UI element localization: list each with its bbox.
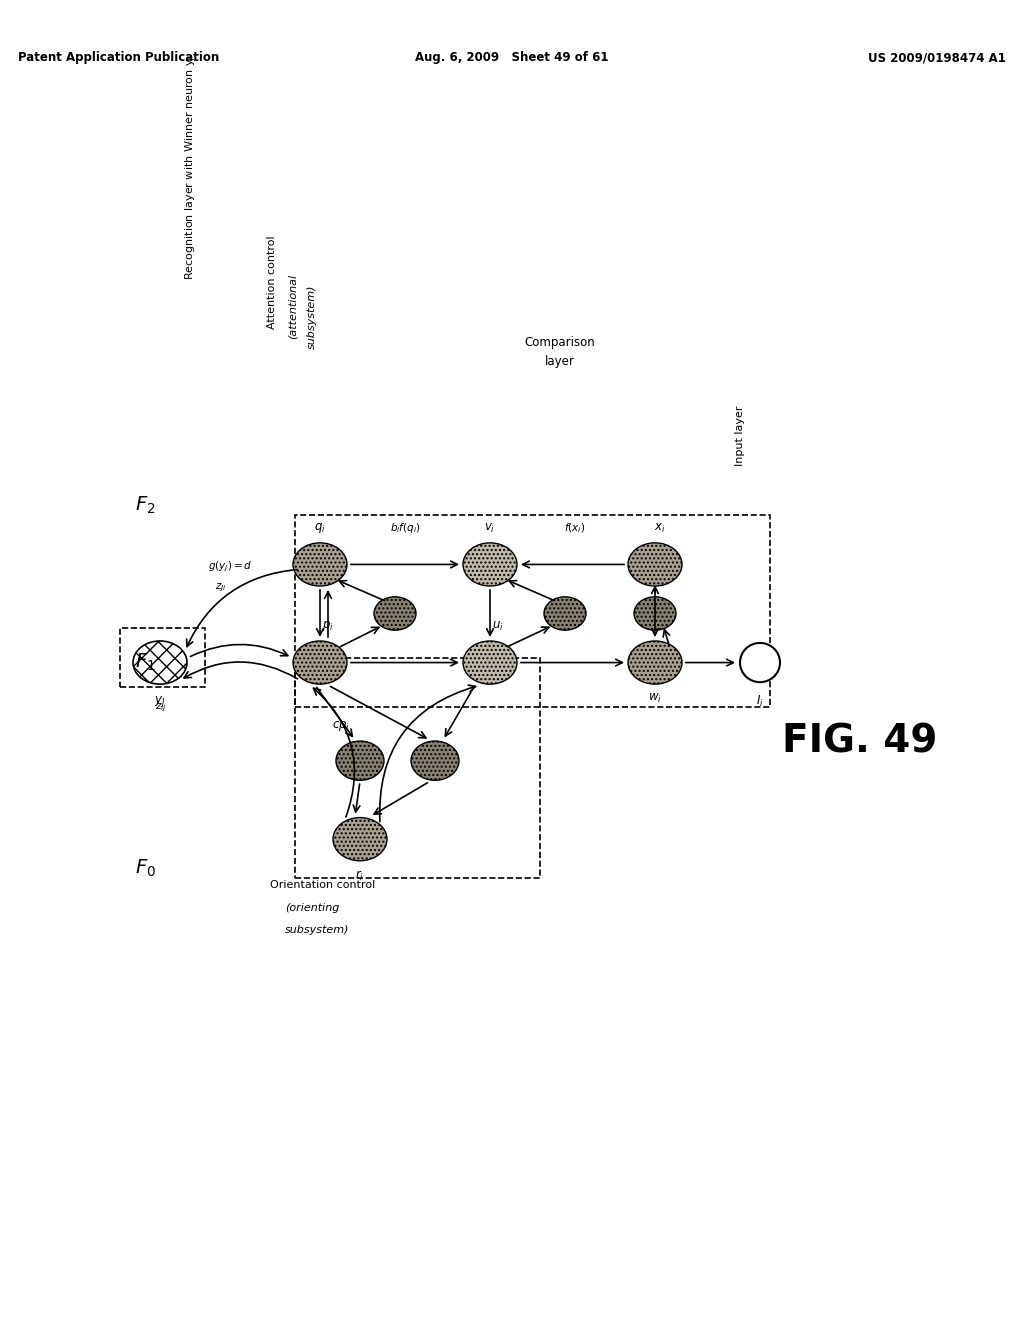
- Text: $F_1$: $F_1$: [135, 652, 156, 673]
- Text: (orienting: (orienting: [285, 903, 339, 913]
- Text: Attention control: Attention control: [267, 235, 278, 329]
- Text: $z_{ij}$: $z_{ij}$: [155, 702, 167, 714]
- Ellipse shape: [628, 642, 682, 684]
- Text: $I_i$: $I_i$: [756, 694, 764, 709]
- Text: $v_i$: $v_i$: [484, 521, 496, 535]
- Text: $x_i$: $x_i$: [654, 521, 666, 535]
- Ellipse shape: [463, 543, 517, 586]
- Ellipse shape: [336, 741, 384, 780]
- Ellipse shape: [374, 597, 416, 630]
- Ellipse shape: [411, 741, 459, 780]
- Text: FIG. 49: FIG. 49: [782, 722, 938, 760]
- Text: Recognition layer with Winner neuron y$_J$: Recognition layer with Winner neuron y$_…: [183, 55, 201, 280]
- Text: (attentional: (attentional: [288, 273, 298, 339]
- Ellipse shape: [463, 642, 517, 684]
- Text: $F_2$: $F_2$: [135, 495, 156, 516]
- Text: subsystem): subsystem): [307, 284, 317, 348]
- Ellipse shape: [133, 642, 187, 684]
- Ellipse shape: [333, 817, 387, 861]
- Circle shape: [740, 643, 780, 682]
- Text: Patent Application Publication: Patent Application Publication: [18, 51, 219, 65]
- Text: layer: layer: [545, 355, 574, 368]
- Ellipse shape: [634, 597, 676, 630]
- Text: Orientation control: Orientation control: [270, 880, 375, 891]
- Ellipse shape: [293, 543, 347, 586]
- Text: $u_i$: $u_i$: [493, 620, 504, 634]
- Text: $cp_i$: $cp_i$: [332, 719, 350, 733]
- Text: $p_i$: $p_i$: [323, 619, 334, 634]
- Text: US 2009/0198474 A1: US 2009/0198474 A1: [868, 51, 1006, 65]
- Text: $q_i$: $q_i$: [314, 521, 326, 535]
- Bar: [120, 628, 205, 688]
- Ellipse shape: [293, 642, 347, 684]
- Text: $w_i$: $w_i$: [648, 692, 662, 705]
- Text: $y_J$: $y_J$: [155, 694, 166, 709]
- Text: Input layer: Input layer: [735, 405, 745, 466]
- Text: $f(x_i)$: $f(x_i)$: [564, 521, 586, 535]
- Bar: [295, 515, 770, 706]
- Bar: [295, 657, 540, 878]
- Text: Aug. 6, 2009   Sheet 49 of 61: Aug. 6, 2009 Sheet 49 of 61: [416, 51, 608, 65]
- Ellipse shape: [628, 543, 682, 586]
- Text: $F_0$: $F_0$: [134, 858, 156, 879]
- Text: Comparison: Comparison: [524, 335, 595, 348]
- Text: $z_{Ji}$: $z_{Ji}$: [215, 582, 226, 594]
- Text: $r_i$: $r_i$: [355, 869, 365, 883]
- Text: $g(y_j)=d$: $g(y_j)=d$: [208, 560, 253, 574]
- Ellipse shape: [544, 597, 586, 630]
- Text: $b_i f(q_i)$: $b_i f(q_i)$: [390, 521, 420, 535]
- Text: subsystem): subsystem): [285, 924, 349, 935]
